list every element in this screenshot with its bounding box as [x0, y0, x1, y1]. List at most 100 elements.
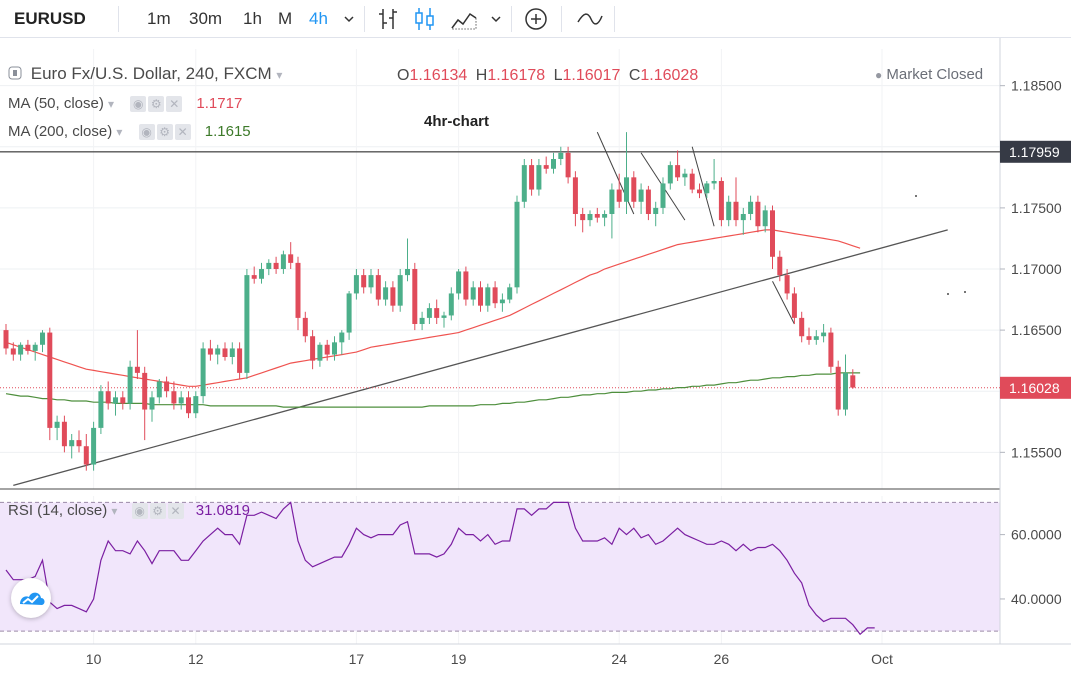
time-tick-label: Oct: [871, 651, 893, 667]
chevron-down-icon[interactable]: ▾: [108, 97, 115, 111]
bar-chart-icon[interactable]: [377, 0, 399, 38]
candle-body: [105, 391, 111, 404]
candle-body: [237, 348, 243, 373]
chart-annotation[interactable]: 4hr-chart: [424, 113, 490, 130]
time-tick-label: 24: [611, 651, 627, 667]
close-icon[interactable]: ✕: [174, 124, 191, 141]
candle-chart-icon[interactable]: [413, 0, 437, 38]
candle-body: [675, 165, 681, 178]
interval-m-button[interactable]: M: [278, 9, 293, 28]
chevron-down-icon[interactable]: [490, 0, 502, 38]
candle-body: [178, 397, 184, 404]
price-axis[interactable]: 1.185001.180001.175001.170001.165001.160…: [1000, 78, 1071, 461]
last-price-label: 1.16028: [1009, 380, 1060, 396]
time-tick-label: 17: [349, 651, 365, 667]
interval-30m-button[interactable]: 30m: [189, 9, 223, 28]
candle-body: [485, 287, 491, 306]
candle-body: [689, 173, 695, 190]
price-tick-label: 1.18500: [1011, 78, 1062, 94]
indicators-icon[interactable]: [576, 0, 604, 38]
candle-body: [536, 165, 542, 190]
candle-body: [748, 201, 754, 214]
chevron-down-icon[interactable]: [343, 0, 355, 38]
rsi-legend[interactable]: RSI (14, close) ▾ ◉ ⚙ ✕ 31.0819: [8, 502, 250, 520]
last-price-badge[interactable]: [1000, 376, 1071, 399]
candle-body: [317, 344, 323, 361]
gear-icon[interactable]: ⚙: [149, 503, 166, 520]
candle-body: [835, 366, 841, 410]
time-tick-label: 10: [86, 651, 102, 667]
trendline[interactable]: [13, 229, 948, 486]
interval-1h-button[interactable]: 1h: [243, 9, 262, 28]
candle-body: [383, 287, 389, 300]
price-tick-label: 1.17500: [1011, 200, 1062, 216]
wave-line[interactable]: [772, 280, 795, 325]
candle-body: [339, 332, 345, 343]
resistance-price-badge[interactable]: [1000, 140, 1071, 163]
series-legend[interactable]: Euro Fx/U.S. Dollar, 240, FXCM ▾: [8, 64, 282, 84]
chevron-down-icon[interactable]: ▾: [276, 68, 283, 82]
candle-body: [543, 165, 549, 169]
candle-body: [215, 348, 221, 355]
candle-body: [10, 348, 16, 355]
rsi-line: [5, 501, 875, 636]
candle-body: [791, 293, 797, 318]
status-dot-icon: ●: [875, 68, 883, 82]
candle-body: [193, 396, 199, 414]
candle-body: [843, 372, 848, 410]
rsi-axis[interactable]: 60.0000 40.0000: [1000, 527, 1062, 607]
chevron-down-icon[interactable]: ▾: [111, 504, 118, 518]
candle-body: [149, 397, 155, 410]
price-tick-label: 1.17000: [1011, 261, 1062, 277]
candle-body: [295, 262, 301, 318]
close-icon[interactable]: ✕: [167, 503, 184, 520]
gear-icon[interactable]: ⚙: [156, 124, 173, 141]
eye-icon[interactable]: ◉: [138, 124, 155, 141]
candle-body: [828, 332, 834, 367]
gear-icon[interactable]: ⚙: [148, 96, 165, 113]
candle-body: [25, 344, 31, 351]
candle-body: [40, 332, 45, 345]
candle-body: [302, 317, 308, 337]
ma50-label: MA (50, close): [8, 95, 104, 112]
candle-body: [594, 214, 600, 218]
eye-icon[interactable]: ◉: [130, 96, 147, 113]
candle-body: [251, 275, 257, 279]
candle-body: [83, 446, 89, 465]
candle-body: [244, 275, 250, 373]
candle-body: [653, 207, 659, 214]
add-compare-icon[interactable]: [524, 0, 548, 38]
area-chart-icon[interactable]: [450, 0, 478, 38]
interval-1m-button[interactable]: 1m: [147, 9, 171, 28]
collapse-icon[interactable]: [8, 64, 22, 83]
time-axis[interactable]: 10 12 17 19 24 26 Oct: [86, 651, 893, 667]
wave-line[interactable]: [691, 146, 715, 227]
close-icon[interactable]: ✕: [166, 96, 183, 113]
ma200-series: [5, 372, 861, 408]
candle-body: [492, 287, 498, 304]
candle-body: [69, 440, 75, 447]
candle-body: [726, 201, 732, 221]
candle-body: [259, 269, 264, 279]
price-tick-label: 1.15500: [1011, 444, 1062, 460]
candle-body: [740, 214, 746, 221]
ma200-legend[interactable]: MA (200, close) ▾ ◉ ⚙ ✕ 1.1615: [8, 123, 251, 141]
candle-body: [470, 287, 476, 300]
tradingview-logo-icon[interactable]: [11, 578, 51, 618]
candle-body: [609, 189, 615, 214]
candle-body: [784, 275, 790, 294]
drawings[interactable]: [0, 131, 1000, 486]
candle-body: [821, 332, 827, 337]
symbol-search[interactable]: EURUSD: [14, 9, 86, 28]
eye-icon[interactable]: ◉: [131, 503, 148, 520]
candle-body: [164, 381, 170, 392]
candle-body: [551, 159, 556, 169]
rsi-series: [5, 501, 875, 636]
candle-body: [156, 381, 162, 398]
chevron-down-icon[interactable]: ▾: [116, 125, 123, 139]
ma50-legend[interactable]: MA (50, close) ▾ ◉ ⚙ ✕ 1.1717: [8, 95, 242, 113]
candle-body: [207, 348, 213, 355]
interval-4h-button[interactable]: 4h: [309, 9, 328, 28]
candle-body: [113, 397, 118, 404]
